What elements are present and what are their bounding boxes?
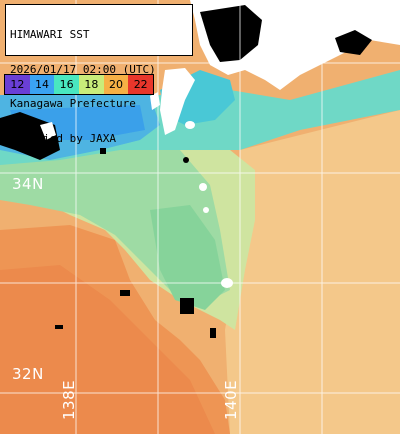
legend-cell-16: 16: [54, 75, 80, 94]
cloud-south-4: [210, 328, 216, 338]
legend-cell-20: 20: [103, 75, 129, 94]
lon-label-140e: 140E: [222, 379, 240, 420]
cloud-north-1: [100, 148, 106, 154]
legend-label-14: 14: [35, 78, 49, 91]
title-region: Kanagawa Prefecture: [10, 97, 136, 110]
cloud-mountain: [200, 5, 262, 62]
land-izu-peninsula: [160, 68, 195, 135]
title-satellite: HIMAWARI SST: [10, 28, 90, 41]
cloud-south-1: [180, 298, 194, 314]
cloud-east: [335, 30, 372, 55]
legend-label-16: 16: [59, 78, 74, 91]
title-credit: supplied by JAXA: [10, 131, 116, 145]
legend-label-12: 12: [10, 78, 25, 91]
sst-legend: 12 14 16 18 20 22: [4, 74, 154, 95]
cloud-south-2: [120, 290, 130, 296]
cloud-island: [183, 157, 189, 163]
legend-label-22: 22: [133, 78, 148, 91]
lat-label-34n: 34N: [12, 175, 44, 193]
cool-water-patch: [150, 205, 225, 310]
cloud-south-3: [55, 325, 63, 329]
title-datetime: 2026/01/17 02:00 (UTC): [10, 62, 156, 76]
land-west: [40, 122, 56, 140]
legend-cell-12: 12: [5, 75, 30, 94]
island-oshima: [185, 121, 195, 129]
island-kozushima: [203, 207, 209, 213]
legend-cell-22: 22: [128, 75, 154, 94]
legend-cell-14: 14: [29, 75, 55, 94]
legend-label-18: 18: [84, 78, 99, 91]
lat-label-32n: 32N: [12, 365, 44, 383]
title-box: HIMAWARI SST 2026/01/17 02:00 (UTC) Kana…: [5, 4, 193, 144]
legend-label-20: 20: [109, 78, 124, 91]
warm-water-south: [0, 265, 215, 434]
legend-cell-18: 18: [79, 75, 104, 94]
island-niijima: [199, 183, 207, 191]
lon-label-138e: 138E: [60, 379, 78, 420]
warm-water-east: [225, 110, 400, 434]
